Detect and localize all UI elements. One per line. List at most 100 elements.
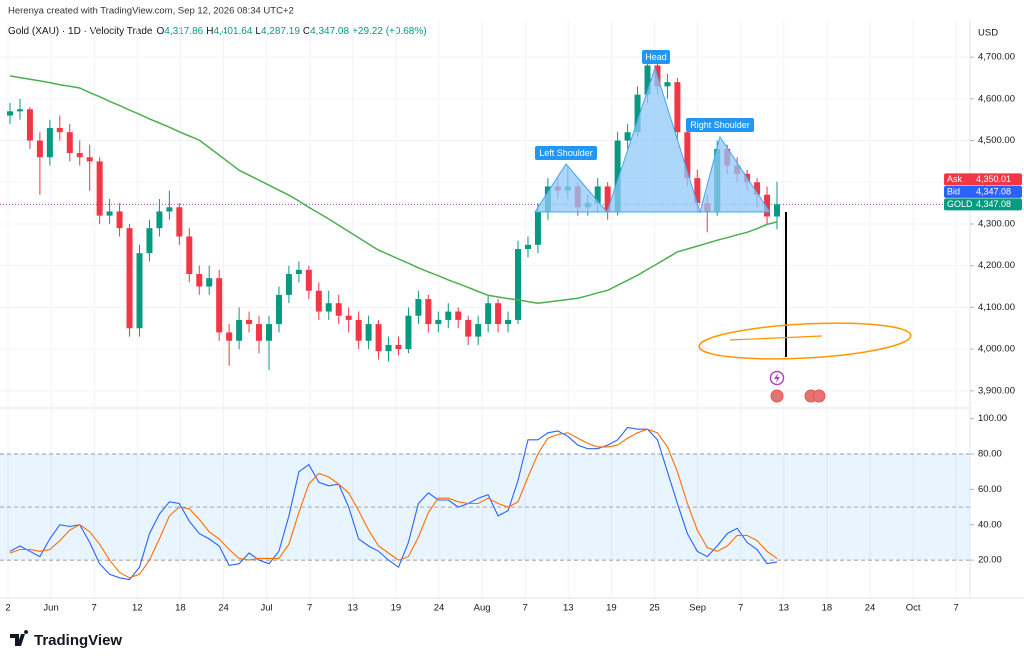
candle-body	[7, 111, 13, 116]
candle-body	[116, 211, 123, 229]
y-tick-label: 4,200.00	[978, 260, 1015, 271]
annotation: Left Shoulder	[539, 148, 593, 158]
ohlc-key: C	[303, 26, 310, 37]
price-tag-name: GOLD	[947, 199, 973, 209]
candle-body	[86, 157, 93, 162]
candle-body	[425, 299, 432, 325]
candle-body	[156, 211, 163, 229]
y-tick-label: 60.00	[978, 484, 1002, 495]
legend-line: Gold (XAU) · 1D · Velocity Trade O4,317.8…	[8, 26, 427, 37]
price-tag-value: 4,350.01	[976, 174, 1011, 184]
candle-body	[206, 278, 213, 287]
candle-body	[285, 274, 292, 295]
candle-body	[76, 153, 83, 158]
candle-body	[415, 299, 422, 316]
target-zone	[698, 322, 912, 360]
x-tick-label: 12	[132, 603, 143, 614]
candle-body	[265, 324, 272, 341]
y-tick-label: 3,900.00	[978, 385, 1015, 396]
candle-body	[405, 315, 412, 350]
x-tick-label: 13	[563, 603, 574, 614]
x-tick-label: 25	[649, 603, 660, 614]
annotation: Right Shoulder	[690, 120, 750, 130]
candle-body	[594, 186, 601, 204]
candle-body	[216, 278, 223, 333]
credit: Herenya created with TradingView.com, Se…	[8, 6, 294, 17]
annotation-box	[535, 146, 597, 160]
candle-body	[614, 140, 621, 212]
x-tick-label: 7	[307, 603, 312, 614]
x-tick-label: 7	[523, 603, 528, 614]
candle-body	[475, 324, 482, 337]
price-tag	[944, 173, 1022, 186]
y-tick-label: 80.00	[978, 449, 1002, 460]
brand: TradingView	[34, 632, 122, 649]
candle-body	[16, 109, 23, 112]
candle-body	[106, 211, 113, 216]
price-tag	[944, 198, 1022, 211]
x-tick-label: 13	[779, 603, 790, 614]
event-flag[interactable]	[812, 389, 826, 403]
candle-body	[365, 324, 372, 341]
annotation-box	[642, 50, 670, 64]
y-tick-label: 4,100.00	[978, 302, 1015, 313]
candle-body	[26, 109, 33, 141]
candle-body	[495, 303, 502, 325]
candle-body	[246, 319, 253, 325]
moving-average	[9, 75, 778, 304]
candle-body	[66, 132, 73, 154]
candle-body	[694, 178, 701, 204]
y-tick-label: 20.00	[978, 555, 1002, 566]
price-tag-value: 4,347.08	[976, 187, 1011, 197]
candle-body	[465, 319, 472, 337]
x-tick-label: 7	[92, 603, 97, 614]
y-tick-label: 4,000.00	[978, 344, 1015, 355]
candle-body	[505, 319, 512, 325]
price-tag-name: Ask	[947, 174, 963, 184]
candle-body	[315, 290, 322, 312]
candle-body	[345, 315, 352, 320]
x-tick-label: 24	[434, 603, 445, 614]
candle-body	[176, 207, 183, 237]
candle-body	[534, 211, 541, 245]
y-tick-label: 40.00	[978, 519, 1002, 530]
ohlc-key: H	[206, 26, 213, 37]
candle-body	[335, 303, 342, 316]
candle-body	[275, 294, 282, 325]
candle-body	[136, 253, 143, 329]
symbol: Gold (XAU) · 1D · Velocity Trade	[8, 26, 153, 37]
currency: USD	[978, 28, 998, 39]
annotation-box	[686, 118, 754, 132]
logo-mark	[10, 630, 29, 646]
candle-body	[524, 244, 531, 249]
y-tick-label: 4,600.00	[978, 93, 1015, 104]
oscillator-line	[9, 428, 778, 579]
event-icon	[774, 373, 780, 383]
candle-body	[325, 303, 332, 312]
change: +29.22 (+0.68%)	[352, 26, 427, 37]
y-tick-label: 100.00	[978, 413, 1007, 424]
x-tick-label: Aug	[474, 603, 491, 614]
pattern	[534, 66, 771, 214]
x-tick-label: 19	[606, 603, 617, 614]
candle-body	[166, 207, 173, 212]
annotation: Head	[645, 52, 667, 62]
x-tick-label: 7	[738, 603, 743, 614]
candle-body	[754, 182, 761, 195]
x-tick-label: 13	[348, 603, 359, 614]
candle-body	[236, 319, 243, 341]
candle-body	[146, 228, 153, 254]
candle-body	[46, 128, 53, 158]
candle-body	[455, 311, 462, 320]
logo: TradingView	[10, 630, 122, 649]
ohlc-key: O	[157, 26, 165, 37]
x-tick-label: 18	[822, 603, 833, 614]
x-tick-label: Oct	[906, 603, 921, 614]
candle-body	[764, 194, 771, 217]
candle-body	[226, 332, 233, 341]
event-flag[interactable]	[770, 389, 784, 403]
price-tag-name: Bid	[947, 187, 960, 197]
candle-body	[445, 311, 452, 320]
candle-body	[774, 204, 780, 217]
ohlc-value: 4,347.08	[310, 26, 349, 37]
